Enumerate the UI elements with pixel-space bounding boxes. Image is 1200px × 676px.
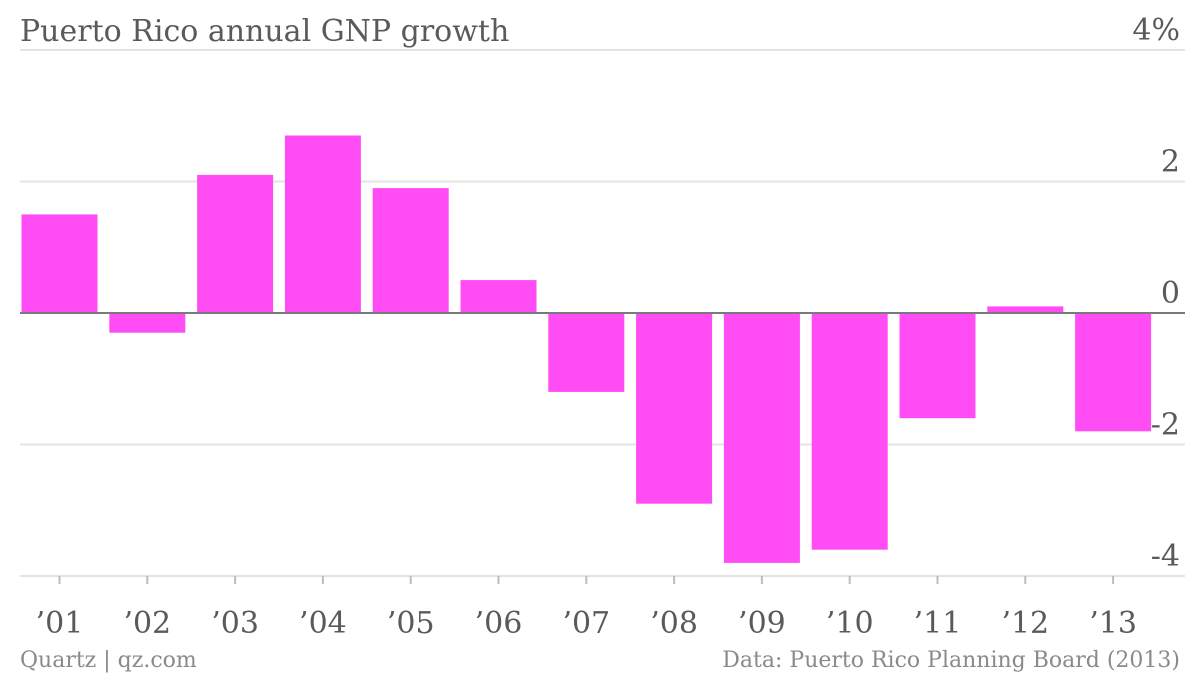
y-axis-ticks: 4% 2 0 -2 -4 <box>1132 13 1180 574</box>
x-tick-label: ’12 <box>1001 606 1049 641</box>
bar <box>636 313 713 504</box>
bar <box>987 306 1064 313</box>
x-tick-label: ’05 <box>387 606 435 641</box>
y-tick-label: 0 <box>1161 276 1180 311</box>
bar <box>21 214 98 313</box>
footer-source: Data: Puerto Rico Planning Board (2013) <box>722 648 1180 673</box>
bar <box>109 313 186 333</box>
bar <box>197 174 274 313</box>
x-tick-label: ’08 <box>650 606 698 641</box>
footer-credit: Quartz | qz.com <box>20 648 197 673</box>
x-tick-label: ’11 <box>914 606 962 641</box>
bar <box>811 313 888 550</box>
x-tick-label: ’06 <box>475 606 523 641</box>
x-tick-label: ’01 <box>36 606 84 641</box>
bar <box>284 135 361 313</box>
x-tick-label: ’04 <box>299 606 347 641</box>
chart-title: Puerto Rico annual GNP growth <box>20 14 509 49</box>
bar <box>372 188 449 313</box>
y-tick-label: -2 <box>1151 408 1180 443</box>
x-tick-label: ’10 <box>826 606 874 641</box>
y-tick-label: -4 <box>1151 539 1180 574</box>
bar <box>899 313 976 419</box>
bars <box>21 135 1152 563</box>
x-tick-label: ’03 <box>211 606 259 641</box>
x-tick-label: ’07 <box>562 606 610 641</box>
y-tick-label: 4% <box>1132 13 1180 48</box>
bar <box>1075 313 1152 432</box>
bar <box>460 280 537 313</box>
bar <box>723 313 800 563</box>
x-axis-ticks: ’01 ’02 ’03 ’04 ’05 ’06 ’07 ’08 ’09 ’10 ’11 ’12 ’13 <box>36 576 1137 641</box>
x-tick-label: ’13 <box>1089 606 1137 641</box>
bar <box>548 313 625 392</box>
x-tick-label: ’09 <box>738 606 786 641</box>
y-tick-label: 2 <box>1161 145 1180 180</box>
x-tick-label: ’02 <box>123 606 171 641</box>
